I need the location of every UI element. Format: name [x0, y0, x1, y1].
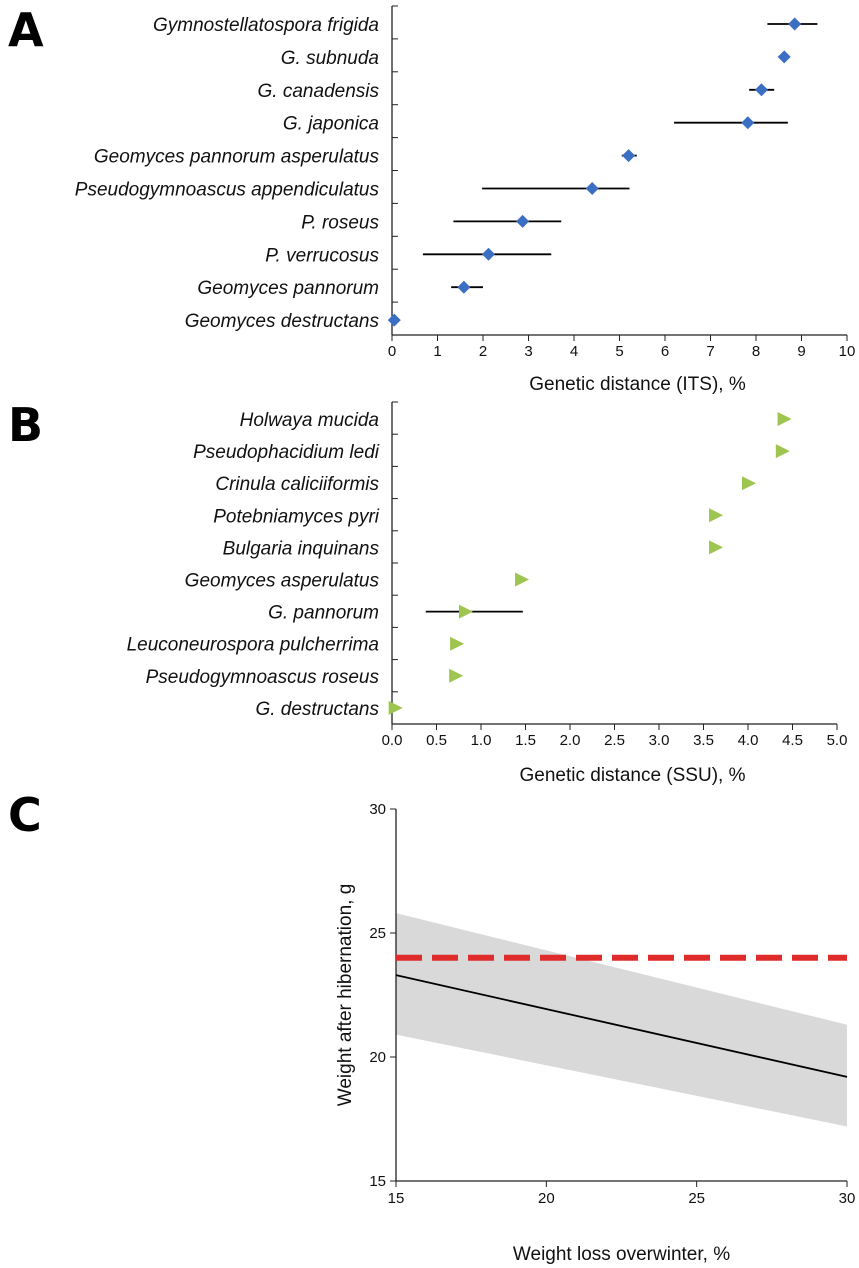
category-label: G. canadensis [258, 81, 380, 102]
data-point [777, 412, 792, 426]
x-tick-label: 8 [752, 343, 760, 360]
panel-label-a: A [8, 3, 44, 57]
data-point [481, 247, 495, 261]
x-tick-label: 3.0 [649, 732, 670, 749]
category-label: Potebniamyces pyri [213, 506, 380, 527]
x-tick-label: 4.0 [738, 732, 759, 749]
category-label: G. pannorum [268, 603, 379, 624]
x-tick-label: 15 [388, 1190, 405, 1207]
category-label: P. verrucosus [265, 245, 379, 266]
x-tick-label: 2 [479, 343, 487, 360]
x-tick-label: 0.0 [382, 732, 403, 749]
x-tick-label: 10 [839, 343, 856, 360]
category-label: G. subnuda [281, 48, 379, 69]
x-tick-label: 5 [615, 343, 623, 360]
category-label: P. roseus [301, 212, 379, 233]
data-point [388, 700, 403, 715]
x-tick-label: 5.0 [827, 732, 848, 749]
x-tick-label: 1.5 [515, 732, 536, 749]
category-label: Gymnostellatospora frigida [153, 15, 379, 36]
data-point [515, 572, 530, 587]
x-tick-label: 2.0 [560, 732, 581, 749]
category-label: Geomyces pannorum [197, 278, 379, 299]
x-tick-label: 25 [688, 1190, 705, 1207]
regression-line [395, 974, 848, 1078]
x-tick-label: 7 [706, 343, 714, 360]
data-point [742, 476, 756, 491]
category-label: Bulgaria inquinans [223, 538, 380, 559]
y-tick-label: 20 [369, 1049, 386, 1066]
data-point [709, 508, 724, 523]
panel-label-c: C [8, 788, 42, 842]
x-tick-label: 4.5 [782, 732, 803, 749]
x-tick-label: 0.5 [426, 732, 447, 749]
confidence-band [396, 913, 847, 1127]
data-point [458, 604, 473, 619]
data-point [449, 668, 464, 683]
x-tick-label: 4 [570, 343, 578, 360]
x-tick-label: 1.0 [471, 732, 492, 749]
category-label: Geomyces destructans [185, 311, 380, 332]
y-tick-label: 15 [369, 1173, 386, 1190]
x-tick-label: 3.5 [693, 732, 714, 749]
category-label: Holwaya mucida [240, 410, 379, 431]
data-point [709, 540, 724, 555]
x-tick-label: 1 [433, 343, 441, 360]
x-axis-title: Genetic distance (SSU), % [520, 765, 746, 786]
data-point [775, 444, 790, 459]
x-tick-label: 2.5 [604, 732, 625, 749]
data-point [585, 182, 599, 195]
data-point [754, 83, 768, 97]
data-point [622, 149, 636, 163]
data-point [516, 214, 530, 228]
category-label: G. japonica [283, 114, 379, 135]
category-label: Geomyces pannorum asperulatus [94, 147, 380, 168]
x-axis-title: Genetic distance (ITS), % [529, 374, 746, 395]
y-axis-title: Weight after hibernation, g [335, 884, 356, 1107]
x-tick-label: 20 [538, 1190, 555, 1207]
x-tick-label: 6 [661, 343, 669, 360]
data-point [457, 280, 471, 294]
x-tick-label: 9 [797, 343, 805, 360]
category-label: Crinula caliciiformis [215, 474, 379, 495]
data-point [387, 313, 401, 327]
data-point [777, 50, 791, 64]
category-label: Pseudogymnoascus appendiculatus [75, 180, 380, 201]
panel-b: 0.0 0.5 1.0 1.5 2.0 2.5 3.0 3.5 4.0 4.5 5.0 Genetic… [127, 401, 848, 786]
x-axis-title: Weight loss overwinter, % [513, 1244, 730, 1265]
category-label: Pseudophacidium ledi [193, 442, 380, 463]
x-tick-label: 30 [839, 1190, 856, 1207]
data-point [788, 17, 802, 31]
data-point [450, 636, 465, 651]
panel-a: 0 1 2 3 4 5 6 7 8 9 10 Genetic distance (ITS), % Gym… [75, 5, 856, 395]
panel-label-b: B [8, 398, 43, 452]
category-label: Leuconeurospora pulcherrima [127, 635, 379, 656]
x-tick-label: 0 [388, 343, 396, 360]
y-tick-label: 25 [369, 925, 386, 942]
y-tick-label: 30 [369, 801, 386, 818]
category-label: Geomyces asperulatus [185, 571, 380, 592]
category-label: G. destructans [255, 699, 379, 720]
data-point [741, 116, 755, 130]
panel-c: 15 20 25 30 15 20 25 30 Weight loss overwinter, … [335, 801, 855, 1265]
category-label: Pseudogymnoascus roseus [146, 667, 380, 688]
x-tick-label: 3 [524, 343, 532, 360]
